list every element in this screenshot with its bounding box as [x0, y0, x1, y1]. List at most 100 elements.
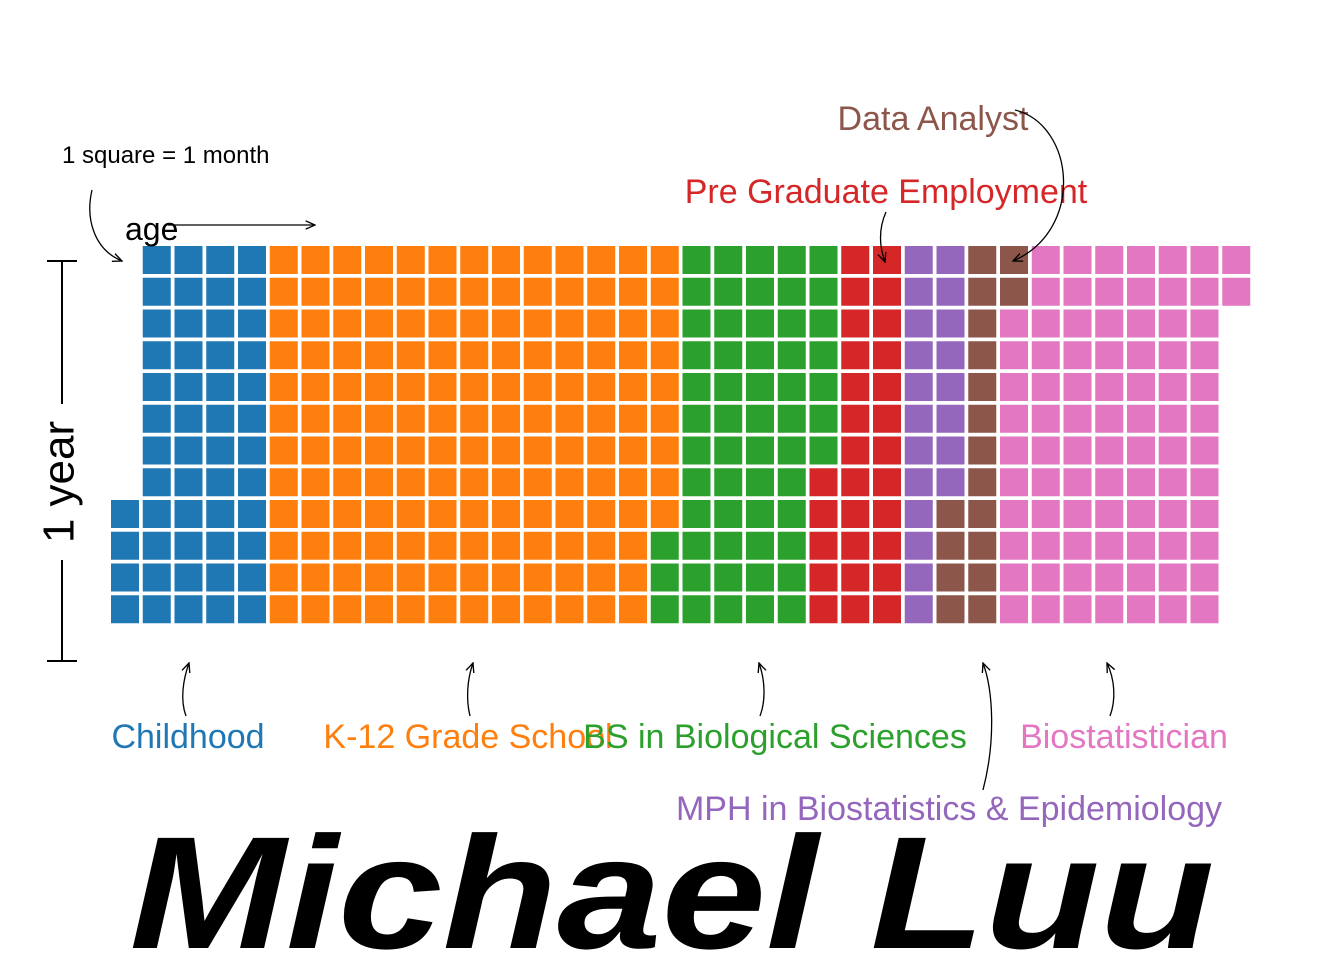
- month-square-3: [873, 563, 901, 592]
- month-square-3: [873, 309, 901, 338]
- month-square-0: [206, 436, 235, 465]
- month-square-6: [1127, 404, 1155, 433]
- month-square-1: [365, 373, 393, 401]
- month-square-5: [968, 531, 997, 560]
- month-square-3: [873, 531, 901, 560]
- month-square-6: [1127, 277, 1155, 306]
- month-square-1: [365, 468, 393, 497]
- month-square-5: [968, 341, 997, 370]
- month-square-2: [714, 373, 743, 401]
- month-square-6: [1127, 531, 1155, 560]
- month-square-1: [523, 246, 552, 274]
- month-square-6: [1127, 373, 1155, 401]
- month-square-1: [555, 436, 584, 465]
- month-square-3: [841, 341, 870, 370]
- month-square-2: [714, 341, 743, 370]
- month-square-1: [269, 373, 298, 401]
- month-square-1: [301, 277, 330, 306]
- month-square-6: [1190, 531, 1219, 560]
- month-square-1: [460, 341, 489, 370]
- month-square-2: [746, 500, 774, 528]
- month-square-0: [111, 563, 139, 592]
- month-square-6: [1190, 436, 1219, 465]
- month-square-3: [841, 246, 870, 274]
- month-square-1: [269, 563, 298, 592]
- month-square-1: [333, 404, 362, 433]
- month-square-5: [968, 246, 997, 274]
- month-square-4: [936, 404, 965, 433]
- month-square-1: [650, 246, 679, 274]
- month-square-1: [460, 595, 489, 624]
- month-square-0: [238, 373, 266, 401]
- month-square-2: [777, 595, 806, 624]
- month-square-3: [841, 563, 870, 592]
- month-square-0: [174, 309, 203, 338]
- month-square-2: [777, 531, 806, 560]
- month-square-1: [428, 531, 457, 560]
- month-square-1: [492, 468, 520, 497]
- month-square-0: [142, 309, 171, 338]
- month-square-2: [777, 309, 806, 338]
- month-square-1: [492, 309, 520, 338]
- month-square-1: [333, 246, 362, 274]
- arrow-pre-grad: [881, 211, 887, 262]
- month-square-2: [650, 563, 679, 592]
- month-square-3: [809, 595, 838, 624]
- month-square-6: [1031, 277, 1060, 306]
- month-square-3: [841, 373, 870, 401]
- month-square-6: [1158, 277, 1187, 306]
- month-square-1: [269, 595, 298, 624]
- month-square-2: [714, 246, 743, 274]
- month-square-1: [428, 341, 457, 370]
- month-square-5: [968, 500, 997, 528]
- month-square-0: [238, 500, 266, 528]
- month-square-5: [936, 595, 965, 624]
- month-square-1: [523, 309, 552, 338]
- month-square-1: [301, 404, 330, 433]
- month-square-6: [1190, 246, 1219, 274]
- month-square-2: [746, 309, 774, 338]
- month-square-6: [1095, 246, 1124, 274]
- month-square-0: [206, 563, 235, 592]
- month-square-0: [142, 277, 171, 306]
- month-square-5: [936, 563, 965, 592]
- month-square-4: [904, 309, 933, 338]
- month-square-0: [142, 500, 171, 528]
- month-square-1: [619, 341, 647, 370]
- month-square-4: [904, 277, 933, 306]
- month-square-1: [587, 277, 616, 306]
- month-square-2: [746, 595, 774, 624]
- month-square-1: [492, 373, 520, 401]
- month-square-0: [238, 309, 266, 338]
- month-square-4: [904, 246, 933, 274]
- month-square-0: [238, 595, 266, 624]
- month-square-1: [460, 436, 489, 465]
- month-square-1: [460, 246, 489, 274]
- month-square-0: [238, 404, 266, 433]
- month-square-2: [714, 277, 743, 306]
- month-square-1: [555, 595, 584, 624]
- month-square-1: [460, 500, 489, 528]
- month-square-1: [396, 500, 425, 528]
- month-square-2: [682, 468, 711, 497]
- y-axis-label: 1 year: [35, 421, 84, 543]
- month-square-6: [1127, 595, 1155, 624]
- month-square-1: [619, 277, 647, 306]
- label-bs: BS in Biological Sciences: [583, 718, 967, 756]
- month-square-6: [1063, 246, 1092, 274]
- month-square-6: [1063, 404, 1092, 433]
- label-childhood: Childhood: [111, 718, 264, 756]
- month-square-6: [1000, 531, 1028, 560]
- month-square-6: [1031, 500, 1060, 528]
- label-mph: MPH in Biostatistics & Epidemiology: [676, 790, 1222, 828]
- month-square-1: [587, 468, 616, 497]
- month-square-6: [1000, 563, 1028, 592]
- month-square-1: [333, 531, 362, 560]
- month-square-1: [492, 595, 520, 624]
- month-square-1: [269, 277, 298, 306]
- month-square-6: [1190, 595, 1219, 624]
- month-square-6: [1000, 595, 1028, 624]
- month-square-1: [428, 309, 457, 338]
- month-square-2: [746, 563, 774, 592]
